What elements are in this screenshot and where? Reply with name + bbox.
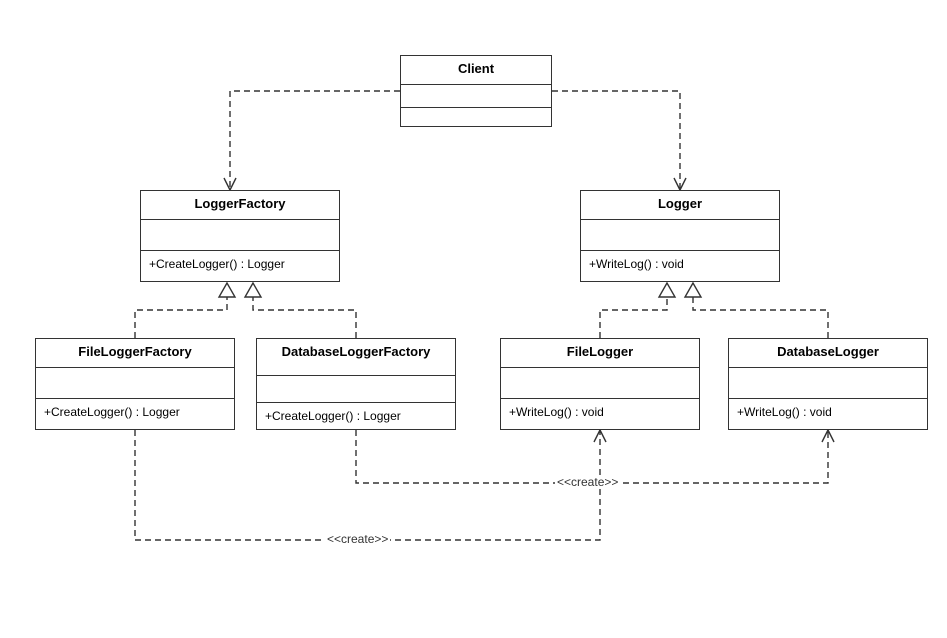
class-methods <box>401 108 551 138</box>
arrowhead-realization <box>219 283 235 297</box>
class-name: LoggerFactory <box>141 191 339 220</box>
class-file-logger-factory: FileLoggerFactory +CreateLogger() : Logg… <box>35 338 235 430</box>
class-database-logger-factory: DatabaseLoggerFactory +CreateLogger() : … <box>256 338 456 430</box>
class-name: FileLogger <box>501 339 699 368</box>
class-attrs <box>36 368 234 399</box>
class-attrs <box>729 368 927 399</box>
diagram-canvas: Client LoggerFactory +CreateLogger() : L… <box>0 0 947 638</box>
arrowhead-dependency <box>674 178 686 190</box>
class-logger: Logger +WriteLog() : void <box>580 190 780 282</box>
class-name: FileLoggerFactory <box>36 339 234 368</box>
class-logger-factory: LoggerFactory +CreateLogger() : Logger <box>140 190 340 282</box>
class-file-logger: FileLogger +WriteLog() : void <box>500 338 700 430</box>
arrowhead-dependency <box>822 430 834 442</box>
edge-label: <<create>> <box>325 532 390 546</box>
edge-realization <box>253 283 356 338</box>
class-client: Client <box>400 55 552 127</box>
class-attrs <box>581 220 779 251</box>
arrowhead-realization <box>245 283 261 297</box>
class-methods: +WriteLog() : void <box>581 251 779 281</box>
class-methods: +WriteLog() : void <box>729 399 927 429</box>
edge-dependency <box>230 91 400 190</box>
class-name: DatabaseLoggerFactory <box>257 339 455 376</box>
edge-realization <box>693 283 828 338</box>
class-attrs <box>141 220 339 251</box>
class-attrs <box>257 376 455 403</box>
class-attrs <box>401 85 551 108</box>
class-attrs <box>501 368 699 399</box>
edge-dependency <box>552 91 680 190</box>
class-database-logger: DatabaseLogger +WriteLog() : void <box>728 338 928 430</box>
arrowhead-realization <box>685 283 701 297</box>
arrowhead-realization <box>659 283 675 297</box>
class-methods: +CreateLogger() : Logger <box>141 251 339 281</box>
edge-dependency <box>135 430 600 540</box>
arrowhead-dependency <box>594 430 606 442</box>
class-methods: +CreateLogger() : Logger <box>257 403 455 433</box>
class-name: Client <box>401 56 551 85</box>
class-methods: +CreateLogger() : Logger <box>36 399 234 429</box>
class-methods: +WriteLog() : void <box>501 399 699 429</box>
arrowhead-dependency <box>224 178 236 190</box>
edge-realization <box>600 283 667 338</box>
edge-realization <box>135 283 227 338</box>
class-name: Logger <box>581 191 779 220</box>
edge-label: <<create>> <box>555 475 620 489</box>
class-name: DatabaseLogger <box>729 339 927 368</box>
